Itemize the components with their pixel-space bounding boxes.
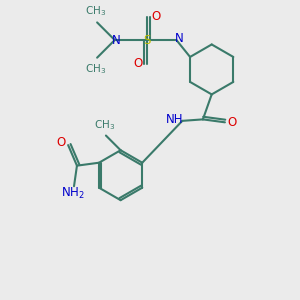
Text: S: S (143, 34, 151, 46)
Text: O: O (228, 116, 237, 129)
Text: CH$_3$: CH$_3$ (85, 4, 106, 18)
Text: NH$_2$: NH$_2$ (61, 186, 85, 201)
Text: NH: NH (166, 113, 184, 126)
Text: N: N (112, 34, 121, 46)
Text: O: O (151, 10, 160, 23)
Text: CH$_3$: CH$_3$ (94, 118, 115, 132)
Text: O: O (134, 57, 143, 70)
Text: O: O (56, 136, 65, 149)
Text: N: N (175, 32, 184, 45)
Text: CH$_3$: CH$_3$ (85, 62, 106, 76)
